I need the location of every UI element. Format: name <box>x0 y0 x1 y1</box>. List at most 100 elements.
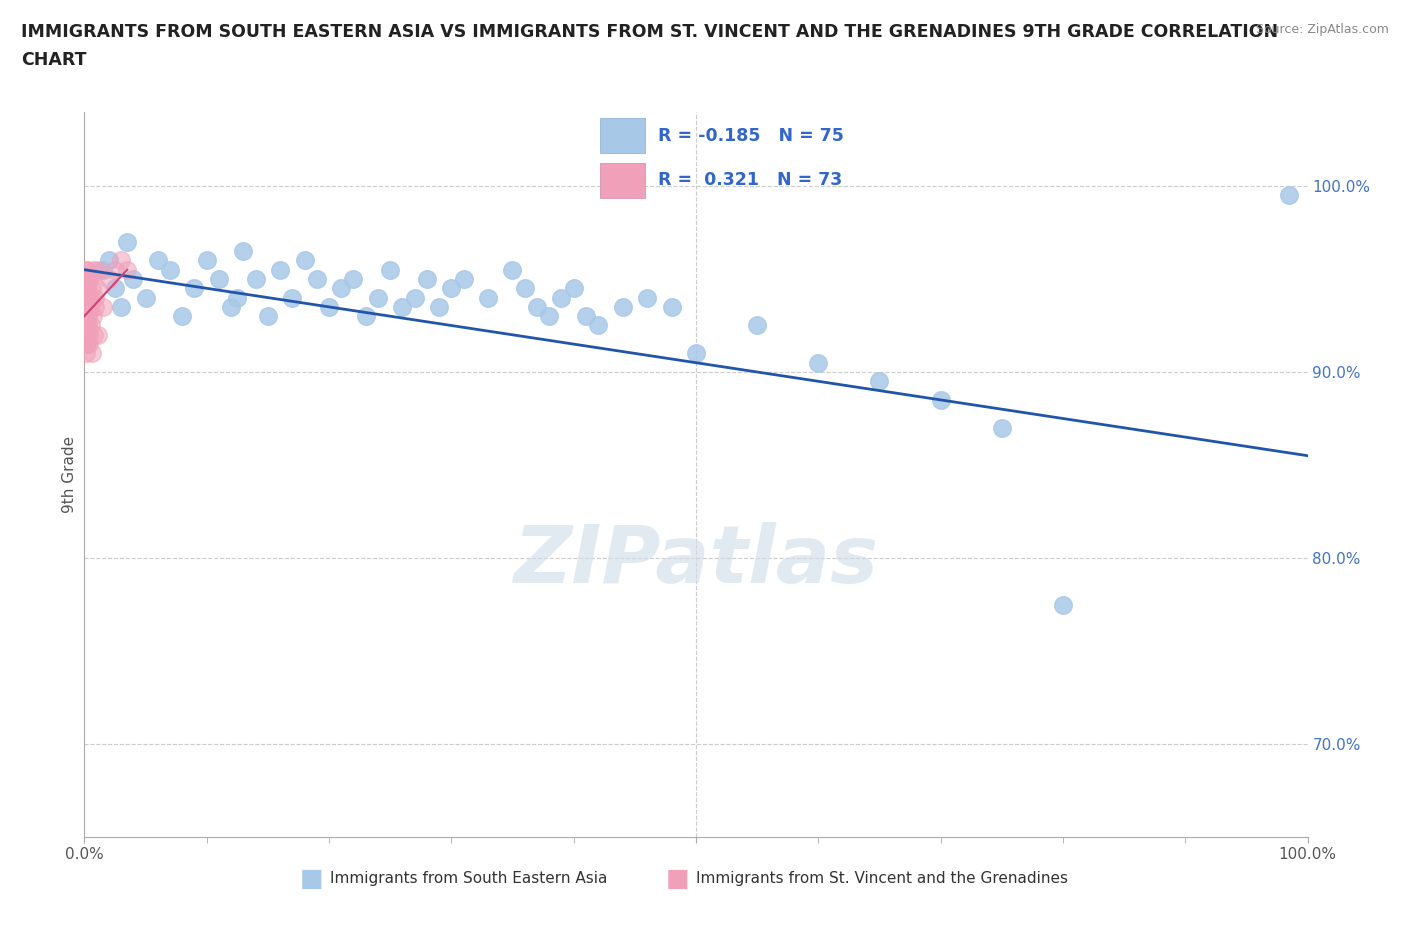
Point <box>79 299 101 314</box>
Point <box>416 272 439 286</box>
Point <box>97 253 120 268</box>
Point <box>80 346 103 361</box>
Point <box>76 290 98 305</box>
Point <box>77 290 100 305</box>
Text: Immigrants from South Eastern Asia: Immigrants from South Eastern Asia <box>330 871 607 886</box>
Point <box>87 262 110 277</box>
Point <box>83 290 105 305</box>
Point <box>869 374 891 389</box>
Point <box>76 309 98 324</box>
Point <box>83 327 105 342</box>
Point <box>79 327 101 342</box>
Point <box>807 355 830 370</box>
Point <box>75 318 97 333</box>
Point <box>77 337 100 352</box>
Text: Immigrants from St. Vincent and the Grenadines: Immigrants from St. Vincent and the Gren… <box>696 871 1069 886</box>
Point <box>76 337 98 352</box>
Point <box>159 262 181 277</box>
Point <box>77 272 100 286</box>
Y-axis label: 9th Grade: 9th Grade <box>62 436 77 512</box>
Point <box>318 299 340 314</box>
Bar <box>599 118 644 153</box>
Point <box>538 309 561 324</box>
Text: Source: ZipAtlas.com: Source: ZipAtlas.com <box>1256 23 1389 36</box>
Point <box>1278 188 1301 203</box>
Point <box>75 337 97 352</box>
Point <box>82 309 104 324</box>
Point <box>257 309 280 324</box>
Point <box>73 290 96 305</box>
Point <box>404 290 426 305</box>
Point <box>391 299 413 314</box>
Point <box>77 299 100 314</box>
Point <box>104 281 127 296</box>
Point <box>75 309 97 324</box>
Point <box>75 299 97 314</box>
Text: ■: ■ <box>299 867 323 891</box>
Point <box>991 420 1014 435</box>
Point <box>513 281 536 296</box>
Point <box>83 262 105 277</box>
Point <box>636 290 658 305</box>
Point <box>586 318 609 333</box>
Point <box>122 272 145 286</box>
Point <box>76 281 98 296</box>
Point <box>91 262 114 277</box>
Point <box>305 272 328 286</box>
Point <box>77 318 100 333</box>
Point <box>226 290 249 305</box>
Point <box>75 262 97 277</box>
Point <box>427 299 450 314</box>
Point <box>76 318 98 333</box>
Bar <box>599 163 644 198</box>
Point <box>146 253 169 268</box>
Point <box>87 327 110 342</box>
Point <box>526 299 548 314</box>
Point <box>82 281 104 296</box>
Point <box>562 281 585 296</box>
Point <box>76 281 98 296</box>
Point <box>747 318 769 333</box>
Text: IMMIGRANTS FROM SOUTH EASTERN ASIA VS IMMIGRANTS FROM ST. VINCENT AND THE GRENAD: IMMIGRANTS FROM SOUTH EASTERN ASIA VS IM… <box>21 23 1278 41</box>
Point <box>367 290 389 305</box>
Point <box>75 309 97 324</box>
Point <box>76 327 98 342</box>
Text: ■: ■ <box>665 867 689 891</box>
Point <box>75 281 97 296</box>
Point <box>76 309 98 324</box>
Point <box>195 253 218 268</box>
Point <box>612 299 634 314</box>
Point <box>75 290 97 305</box>
Point <box>97 272 120 286</box>
Point <box>208 272 231 286</box>
Point <box>79 272 101 286</box>
Point <box>91 299 114 314</box>
Point <box>76 262 98 277</box>
Point <box>453 272 475 286</box>
Point <box>477 290 499 305</box>
Point <box>79 290 101 305</box>
Point <box>440 281 463 296</box>
Point <box>172 309 194 324</box>
Point <box>80 318 103 333</box>
Point <box>115 262 138 277</box>
Point <box>342 272 364 286</box>
Point <box>502 262 524 277</box>
Point <box>110 299 132 314</box>
Point <box>575 309 598 324</box>
Point <box>929 392 952 407</box>
Text: R =  0.321   N = 73: R = 0.321 N = 73 <box>658 171 842 190</box>
Point <box>75 346 97 361</box>
Point <box>73 299 96 314</box>
Point <box>110 253 132 268</box>
Point <box>115 234 138 249</box>
Point <box>84 299 107 314</box>
Point <box>330 281 353 296</box>
Text: CHART: CHART <box>21 51 87 69</box>
Point <box>219 299 242 314</box>
Point <box>1052 597 1074 612</box>
Point <box>183 281 205 296</box>
Point <box>685 346 707 361</box>
Point <box>135 290 157 305</box>
Point <box>232 244 254 259</box>
